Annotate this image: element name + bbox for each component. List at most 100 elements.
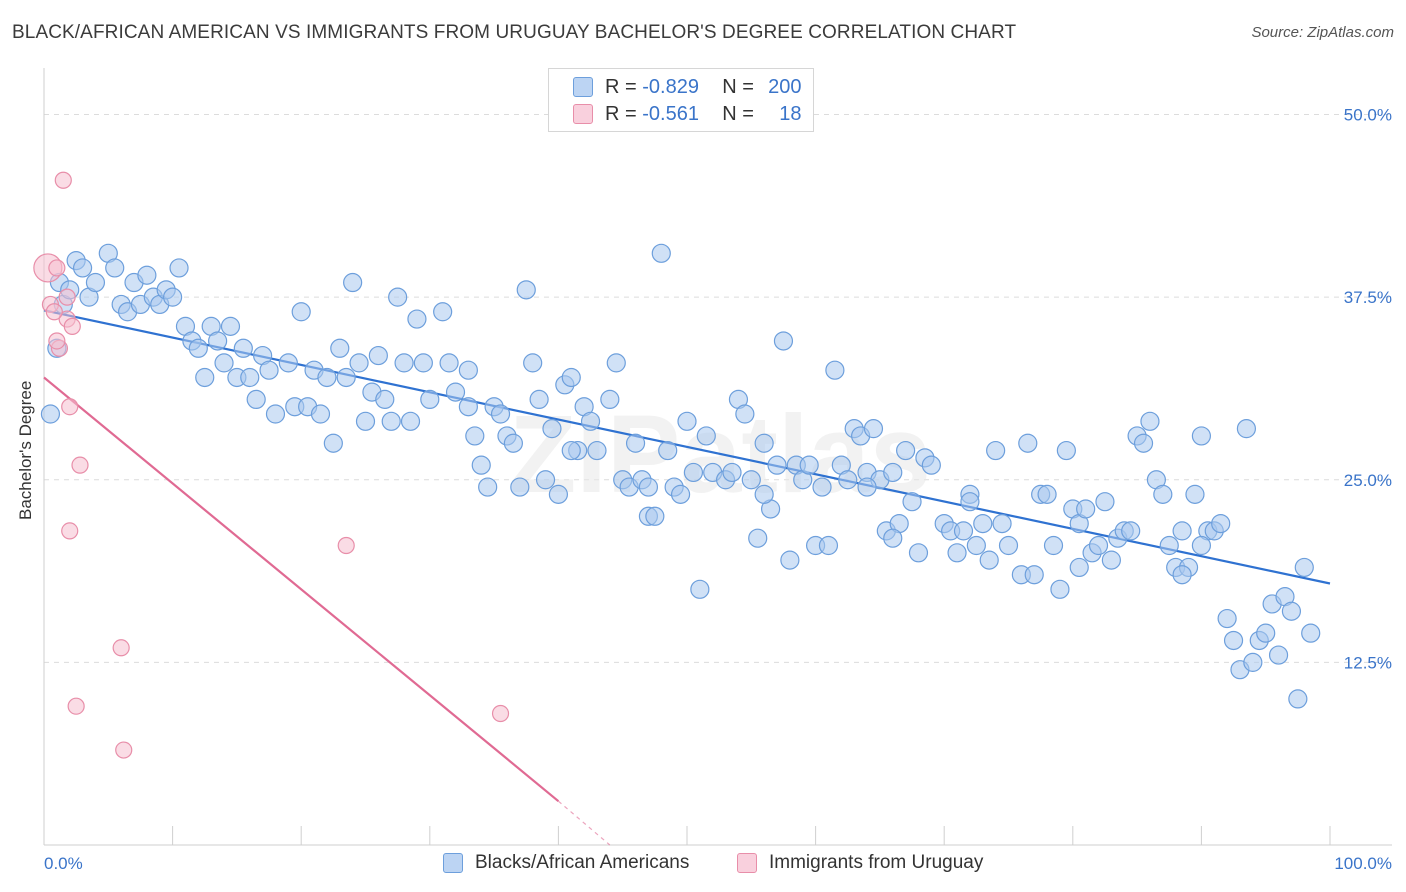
pink-swatch — [573, 104, 593, 124]
blacks-point — [908, 543, 929, 563]
chart-title: BLACK/AFRICAN AMERICAN VS IMMIGRANTS FRO… — [12, 22, 1017, 43]
blacks-point — [375, 389, 395, 410]
blacks-point — [580, 411, 601, 431]
blacks-point — [503, 433, 523, 453]
blacks-point — [240, 367, 260, 388]
blacks-point — [1069, 557, 1089, 578]
blacks-point — [1121, 521, 1141, 541]
blacks-point — [883, 462, 903, 483]
blacks-point — [677, 411, 697, 431]
blacks-point — [343, 272, 363, 293]
blacks-point — [645, 506, 665, 526]
blacks-point — [439, 353, 459, 373]
blacks-point — [1223, 630, 1244, 651]
blacks-point — [979, 550, 999, 570]
y-tick-label: 25.0% — [1344, 471, 1392, 490]
x-tick-label: 0.0% — [44, 854, 83, 873]
uruguay-point — [71, 456, 89, 474]
uruguay-point — [63, 317, 81, 335]
uruguay-point — [45, 303, 63, 321]
uruguay-trend-line — [43, 376, 560, 803]
stats-row-uruguay: R = -0.561 N = 18 — [573, 102, 802, 126]
axes — [43, 68, 1392, 846]
blacks-point — [349, 353, 369, 373]
blacks-point — [902, 492, 922, 512]
n-label: N = — [722, 75, 754, 98]
uruguay-point — [61, 522, 79, 540]
blacks-point — [529, 389, 549, 410]
uruguay-point — [112, 639, 130, 657]
series-legend: Blacks/African Americans Immigrants from… — [0, 852, 1406, 878]
blacks-point — [85, 272, 106, 293]
uruguay-point — [54, 171, 72, 189]
blacks-point — [1076, 499, 1096, 519]
blacks-point — [696, 426, 716, 446]
r-value: -0.829 — [642, 75, 699, 98]
blacks-point — [683, 462, 704, 483]
blacks-point — [195, 367, 215, 388]
stats-legend: R = -0.829 N = 200 R = -0.561 N = 18 — [548, 68, 814, 132]
r-value: -0.561 — [642, 102, 699, 125]
tick-labels: 12.5% 25.0% 37.5% 50.0% 0.0% 100.0% — [44, 106, 1392, 873]
blacks-point — [1243, 652, 1263, 672]
blacks-point — [169, 258, 189, 278]
blacks-point — [780, 550, 800, 570]
n-label: N = — [722, 102, 754, 125]
uruguay-point — [58, 288, 76, 306]
blacks-point — [246, 389, 266, 410]
blacks-point — [1294, 557, 1314, 578]
blacks-point — [1217, 608, 1237, 629]
blacks-point — [960, 492, 980, 512]
blacks-point — [388, 287, 408, 307]
blacks-point — [966, 535, 986, 556]
blacks-point — [433, 302, 453, 322]
blacks-point — [163, 287, 183, 307]
r-label: R = — [605, 75, 637, 98]
blacks-point — [1018, 433, 1038, 453]
blacks-point — [471, 455, 491, 475]
blacks-point — [883, 528, 903, 548]
blacks-point — [535, 470, 556, 490]
blacks-point — [214, 353, 234, 373]
blacks-point — [986, 440, 1006, 461]
x-tick-label: 100.0% — [1334, 854, 1392, 873]
blacks-point — [381, 411, 401, 431]
data-points — [33, 171, 1321, 759]
blacks-point — [458, 397, 478, 417]
blacks-point — [748, 528, 768, 548]
blacks-point — [465, 426, 485, 446]
blacks-point — [735, 404, 755, 424]
y-tick-label: 50.0% — [1344, 106, 1392, 125]
blacks-point — [754, 484, 774, 504]
blacks-point — [1172, 521, 1192, 541]
blacks-point — [973, 513, 993, 534]
blacks-point — [767, 455, 787, 475]
uruguay-point — [48, 259, 66, 277]
blacks-point — [323, 433, 343, 453]
source-label: Source: ZipAtlas.com — [1251, 24, 1394, 41]
blacks-point — [992, 513, 1012, 534]
blacks-point — [1024, 565, 1044, 585]
blacks-point — [1153, 484, 1173, 504]
blacks-point — [600, 389, 620, 410]
blacks-point — [105, 258, 125, 278]
uruguay-point — [61, 398, 79, 416]
blacks-point — [510, 477, 530, 497]
blacks-point — [1185, 484, 1205, 504]
pink-swatch — [737, 853, 757, 873]
legend-label: Immigrants from Uruguay — [769, 852, 984, 873]
blacks-point — [1281, 601, 1302, 621]
blacks-point — [857, 477, 877, 497]
blacks-point — [625, 433, 646, 453]
blacks-point — [542, 419, 562, 439]
blacks-point — [523, 353, 543, 373]
blacks-point — [336, 367, 356, 388]
blacks-point — [921, 455, 941, 475]
trend-lines — [43, 309, 1331, 846]
blacks-point — [458, 360, 478, 380]
blacks-point — [72, 258, 93, 278]
blacks-point — [233, 338, 253, 358]
blacks-point — [478, 477, 498, 497]
blacks-point — [825, 360, 845, 380]
blue-swatch — [573, 77, 593, 97]
